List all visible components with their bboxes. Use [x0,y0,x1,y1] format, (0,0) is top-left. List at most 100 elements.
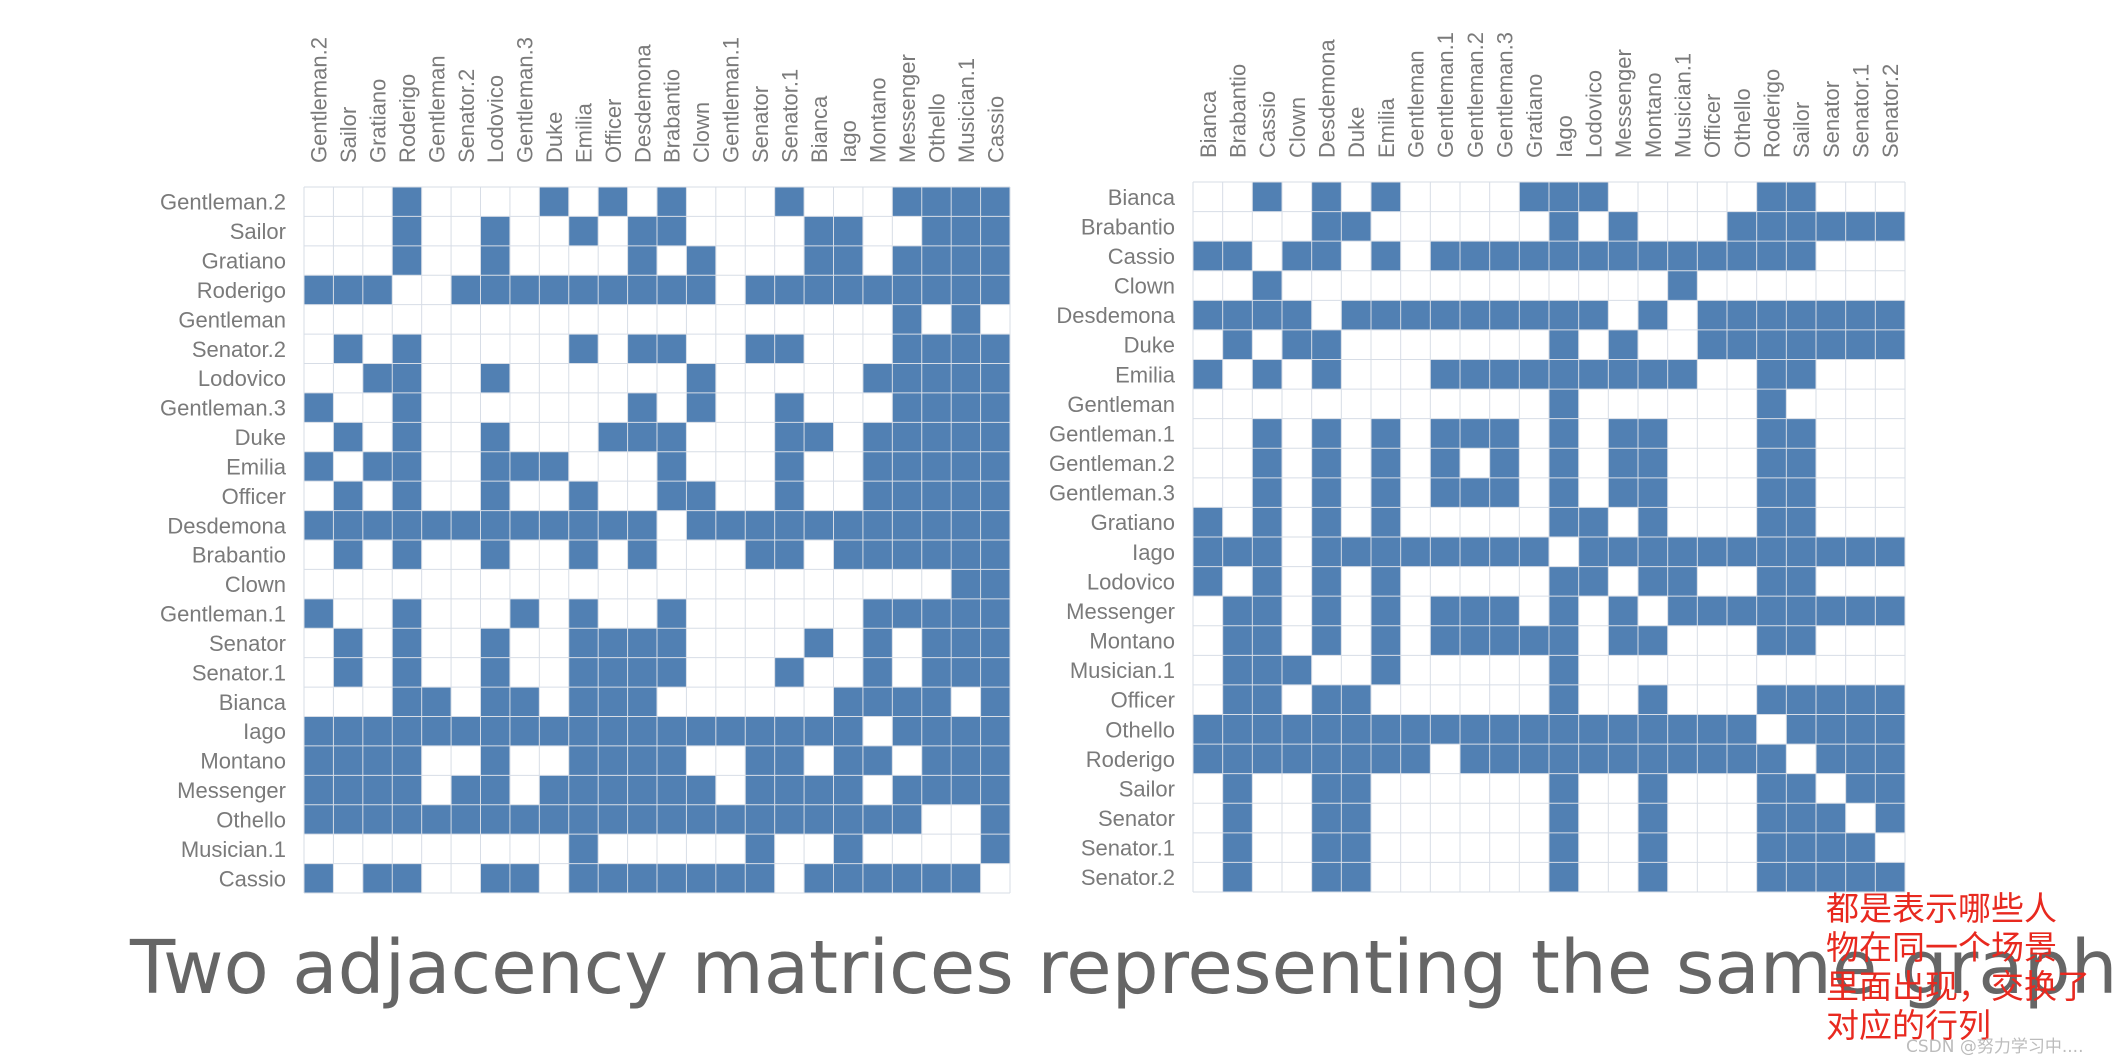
cell-empty [1341,625,1371,656]
cell-empty [333,392,363,423]
cell-filled [774,481,805,511]
cell-filled [1786,773,1816,804]
cell-empty [1816,655,1846,685]
cell-filled [1519,625,1549,656]
cell-filled [1667,241,1698,271]
cell-empty [598,392,628,423]
cell-filled [657,598,687,629]
cell-empty [1460,566,1490,597]
cell-filled [421,804,452,835]
cell-empty [1578,596,1609,626]
cell-empty [304,187,334,217]
cell-empty [921,304,952,335]
cell-empty [392,275,422,305]
cell-filled [1311,359,1342,390]
cell-empty [568,392,599,423]
cell-filled [1549,359,1579,390]
cell-filled [568,628,599,658]
cell-empty [921,804,952,835]
cell-empty [627,481,657,511]
cell-empty [509,363,540,393]
cell-filled [921,334,952,364]
cell-filled [833,775,863,805]
cell-empty [392,304,422,335]
cell-filled [1549,211,1579,242]
cell-empty [1282,773,1312,804]
cell-filled [862,510,893,540]
cell-filled [1489,418,1520,449]
cell-empty [1727,359,1757,390]
cell-filled [1727,744,1757,774]
cell-empty [304,304,334,335]
cell-empty [421,245,452,276]
cell-filled [1578,537,1609,567]
cell-empty [421,569,452,599]
cell-filled [1549,448,1579,478]
cell-empty [1341,270,1371,301]
cell-filled [980,245,1010,276]
cell-empty [509,540,540,570]
cell-filled [1875,300,1905,330]
note-line: 物在同一个场景 [1826,928,2057,967]
cell-empty [1252,389,1282,419]
cell-filled [1845,596,1876,626]
cell-empty [715,628,746,658]
cell-empty [657,510,687,540]
cell-filled [1222,744,1253,774]
cell-empty [745,187,775,217]
cell-filled [392,481,422,511]
cell-filled [362,716,393,746]
cell-filled [657,657,687,688]
column-label: Messenger [895,54,920,163]
cell-filled [862,598,893,629]
cell-empty [539,334,569,364]
cell-empty [451,569,481,599]
cell-empty [774,245,805,276]
cell-filled [1400,714,1431,745]
cell-filled [568,334,599,364]
cell-filled [657,481,687,511]
cell-empty [509,775,540,805]
row-label: Messenger [1066,599,1175,624]
cell-filled [892,863,922,893]
cell-empty [1311,389,1342,419]
cell-empty [568,569,599,599]
cell-filled [480,510,510,540]
cell-filled [1311,832,1342,863]
cell-empty [1697,418,1727,449]
cell-filled [657,628,687,658]
cell-filled [657,334,687,364]
cell-filled [686,275,716,305]
cell-empty [1816,241,1846,271]
cell-filled [598,510,628,540]
cell-empty [745,304,775,335]
cell-empty [1875,625,1905,656]
cell-empty [1341,182,1371,212]
cell-empty [1578,211,1609,242]
cell-filled [951,334,981,364]
cell-empty [1608,300,1638,330]
cell-filled [892,275,922,305]
cell-filled [862,422,893,452]
cell-empty [686,304,716,335]
cell-filled [1489,359,1520,390]
cell-empty [1430,803,1460,833]
cell-empty [804,334,834,364]
cell-filled [892,304,922,335]
cell-filled [1282,300,1312,330]
cell-empty [892,657,922,688]
cell-filled [921,657,952,688]
cell-empty [509,569,540,599]
cell-filled [1786,714,1816,745]
cell-filled [1756,744,1787,774]
cell-filled [1875,744,1905,774]
cell-filled [1756,448,1787,478]
cell-empty [304,334,334,364]
cell-filled [1786,832,1816,863]
cell-empty [1697,389,1727,419]
cell-empty [1578,418,1609,449]
cell-filled [1816,862,1846,892]
cell-filled [1222,241,1253,271]
row-label: Cassio [219,866,286,891]
cell-empty [715,775,746,805]
